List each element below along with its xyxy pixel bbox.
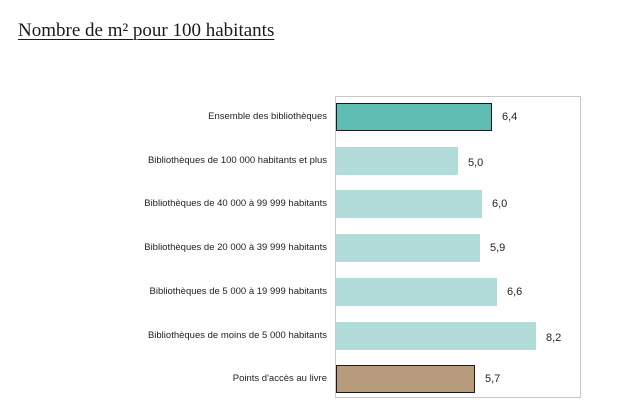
bar: [336, 234, 480, 262]
category-label: Bibliothèques de 20 000 à 39 999 habitan…: [144, 242, 327, 253]
bar: [336, 190, 482, 218]
value-label: 6,6: [507, 286, 523, 298]
category-label: Bibliothèques de moins de 5 000 habitant…: [147, 330, 327, 341]
bar: [336, 147, 458, 175]
chart-title: Nombre de m² pour 100 habitants: [18, 20, 275, 41]
category-label: Bibliothèques de 5 000 à 19 999 habitant…: [149, 286, 327, 297]
value-label: 8,2: [546, 332, 562, 344]
value-label: 6,0: [492, 198, 508, 210]
bar: [336, 278, 497, 306]
category-label: Ensemble des bibliothèques: [208, 111, 327, 122]
value-label: 5,0: [468, 157, 484, 169]
bar: [336, 103, 492, 131]
value-label: 5,9: [490, 242, 506, 254]
value-label: 6,4: [502, 111, 518, 123]
bar: [336, 365, 475, 393]
value-label: 5,7: [485, 373, 501, 385]
category-label: Points d'accès au livre: [232, 373, 327, 384]
bar: [336, 322, 536, 350]
plot-area-frame: [335, 96, 581, 398]
category-label: Bibliothèques de 40 000 à 99 999 habitan…: [144, 198, 327, 209]
category-label: Bibliothèques de 100 000 habitants et pl…: [147, 155, 327, 166]
